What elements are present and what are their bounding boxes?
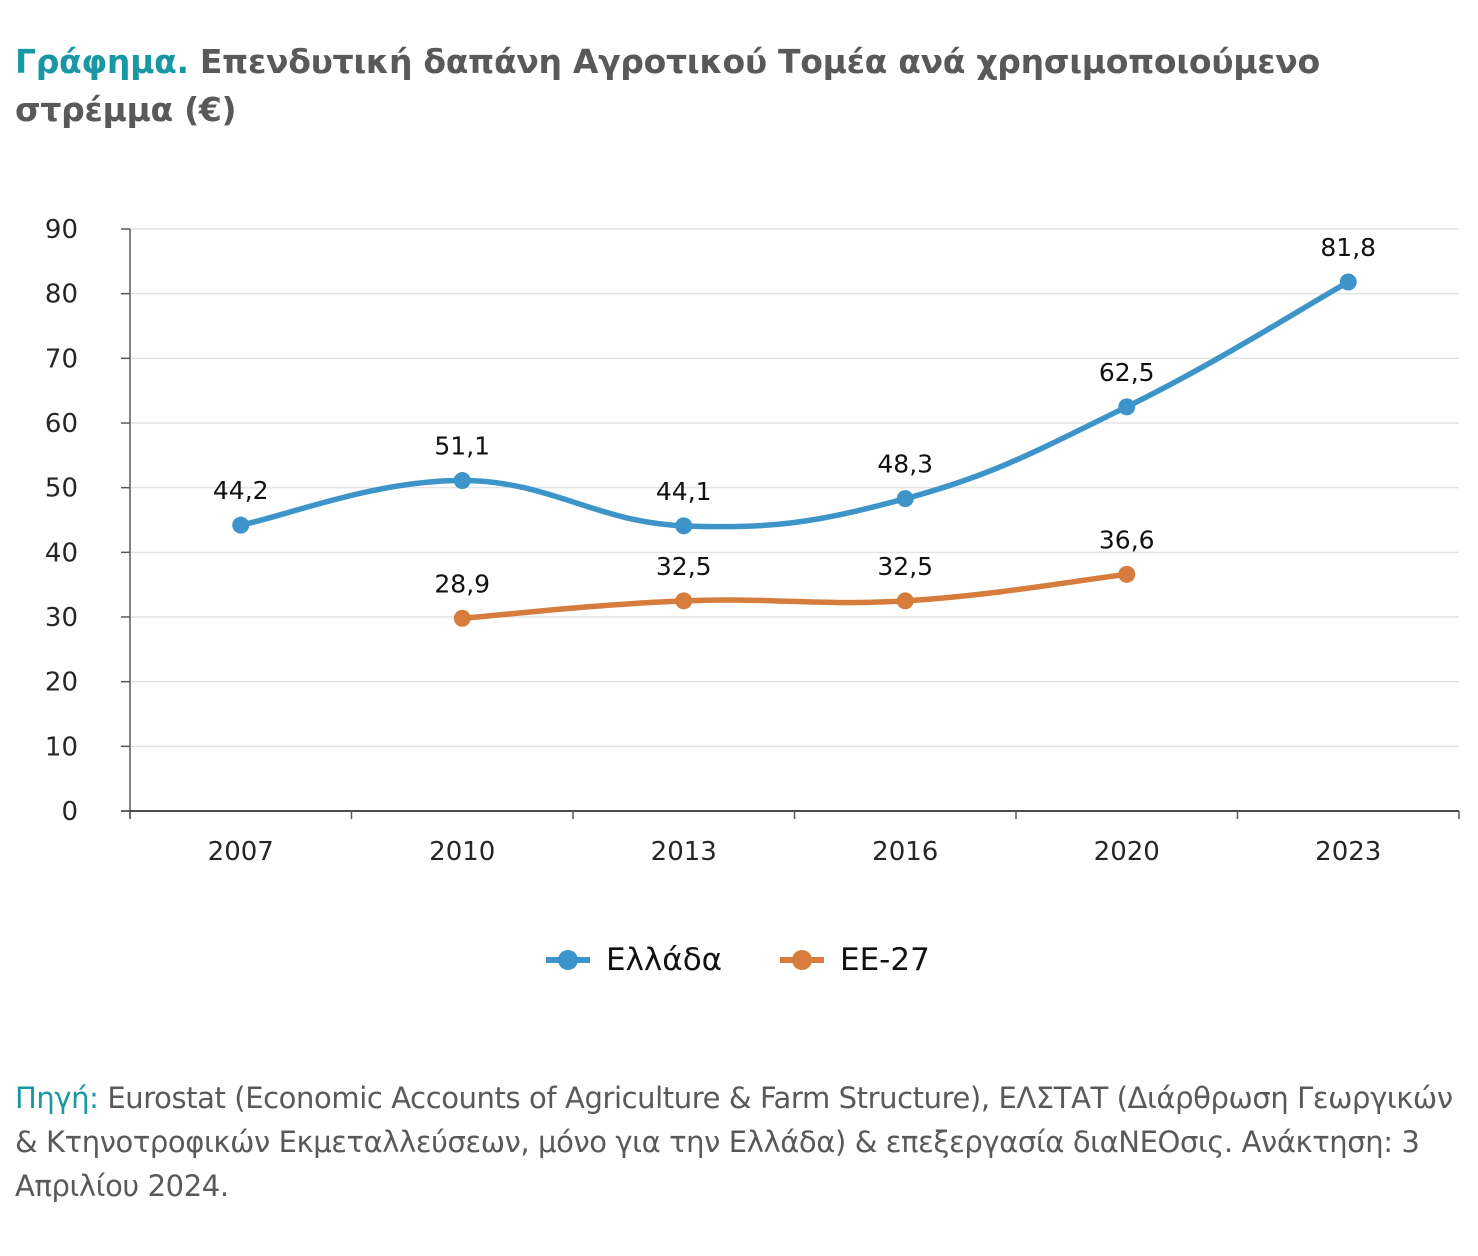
title-text: Επενδυτική δαπάνη Αγροτικού Τομέα ανά χρ… [15,42,1320,129]
data-point-greece [1339,273,1357,291]
legend-label-greece: Ελλάδα [606,942,723,978]
y-axis-ticks: 0 10 20 30 40 50 60 70 80 90 [45,215,130,827]
source-prefix: Πηγή: [15,1081,99,1115]
legend-marker-eu27-icon [780,945,824,975]
x-axis-ticks: 2007 2010 2013 2016 2020 2023 [129,811,1460,867]
y-tick-label: 60 [45,409,78,439]
data-label-greece: 51,1 [434,432,490,461]
title-prefix: Γράφημα. [15,42,189,81]
y-tick-label: 0 [61,797,78,827]
data-label-greece: 48,3 [877,450,933,479]
data-label-greece: 44,2 [213,476,269,505]
x-tick-label: 2010 [429,837,495,867]
data-point-eu27 [675,592,693,610]
x-tick-label: 2013 [651,837,717,867]
gridlines [130,228,1459,748]
legend-item-eu27[interactable]: ΕΕ-27 [780,935,930,985]
data-label-greece: 44,1 [656,477,712,506]
data-label-eu27: 28,9 [434,569,490,598]
series-line-greece [238,279,1351,530]
x-tick-label: 2007 [208,837,274,867]
data-label-eu27: 32,5 [877,552,933,581]
data-point-eu27 [453,609,471,627]
data-point-greece [1118,398,1136,416]
y-tick-label: 80 [45,280,78,310]
y-tick-label: 50 [45,474,78,504]
data-labels: 44,2 51,1 44,1 48,3 62,5 81,8 28,9 32,5 32,5 36,6 [213,233,1376,598]
legend-item-greece[interactable]: Ελλάδα [546,935,722,985]
data-label-greece: 62,5 [1099,358,1155,387]
legend-marker-greece-icon [546,945,590,975]
x-tick-label: 2016 [872,837,938,867]
data-label-eu27: 32,5 [656,552,712,581]
y-tick-label: 30 [45,603,78,633]
data-point-greece [453,472,471,490]
data-label-eu27: 36,6 [1099,525,1155,554]
source-note: Πηγή: Eurostat (Economic Accounts of Agr… [15,1076,1465,1208]
axes [121,229,1459,819]
y-tick-label: 40 [45,538,78,568]
series-line-eu27 [459,571,1130,622]
data-point-greece [896,490,914,508]
data-point-greece [232,516,250,534]
legend-label-eu27: ΕΕ-27 [840,942,930,978]
y-tick-label: 20 [45,668,78,698]
y-tick-label: 70 [45,344,78,374]
chart-title: Γράφημα. Επενδυτική δαπάνη Αγροτικού Τομ… [15,38,1470,134]
data-point-greece [675,517,693,535]
series-layer [232,273,1357,627]
x-tick-label: 2020 [1094,837,1160,867]
line-chart: 0 10 20 30 40 50 60 70 80 90 2007 2010 2013 2016 2020… [45,215,1460,867]
x-tick-label: 2023 [1315,837,1381,867]
y-tick-label: 10 [45,732,78,762]
y-tick-label: 90 [45,215,78,245]
legend: Ελλάδα ΕΕ-27 [0,935,1478,985]
data-point-eu27 [1118,565,1136,583]
data-point-eu27 [896,592,914,610]
source-text: Eurostat (Economic Accounts of Agricultu… [15,1081,1453,1203]
data-label-greece: 81,8 [1320,233,1376,262]
